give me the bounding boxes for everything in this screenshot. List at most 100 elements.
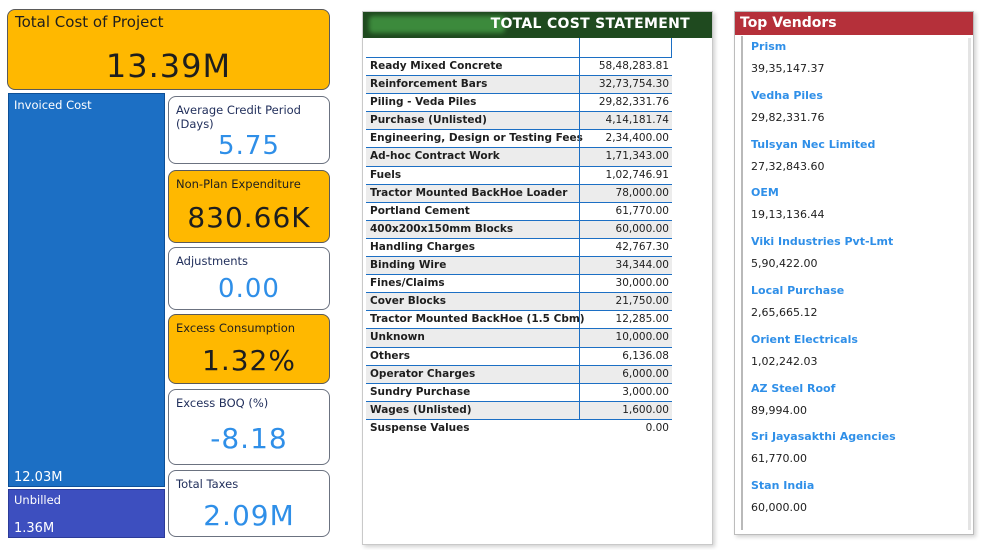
table-row[interactable]: Fines/Claims 30,000.00 [366, 275, 672, 294]
vendor-item[interactable]: Local Purchase 2,65,665.12 [751, 284, 844, 319]
total-cost-label: Total Cost of Project [15, 13, 164, 31]
column-divider [579, 166, 580, 184]
table-row[interactable]: Portland Cement 61,770.00 [366, 202, 672, 221]
total-cost-card[interactable]: Total Cost of Project 13.39M [7, 9, 330, 90]
vendor-item[interactable]: Stan India 60,000.00 [751, 479, 814, 514]
adjustments-card[interactable]: Adjustments 0.00 [168, 247, 330, 310]
statement-table: Ready Mixed Concrete 58,48,283.81 Reinforc… [366, 38, 672, 438]
cost-item-amount: 2,34,400.00 [605, 132, 669, 145]
table-row[interactable]: Others 6,136.08 [366, 347, 672, 366]
vendor-name[interactable]: Prism [751, 40, 787, 53]
vendor-name[interactable]: Local Purchase [751, 284, 845, 297]
cost-item-name: Suspense Values [370, 421, 470, 434]
cost-item-amount: 1,71,343.00 [605, 150, 669, 163]
cost-item-name: Tractor Mounted BackHoe Loader [370, 186, 568, 199]
excess-boq-card[interactable]: Excess BOQ (%) -8.18 [168, 389, 330, 465]
table-row[interactable]: Tractor Mounted BackHoe Loader 78,000.00 [366, 184, 672, 203]
vendor-name[interactable]: Stan India [751, 479, 815, 493]
cost-item-name: Ad-hoc Contract Work [370, 150, 500, 163]
table-row[interactable]: Sundry Purchase 3,000.00 [366, 383, 672, 402]
adjustments-label: Adjustments [176, 254, 249, 268]
vendor-name[interactable]: Viki Industries Pvt-Lmt [751, 235, 894, 249]
vendor-item[interactable]: Viki Industries Pvt-Lmt 5,90,422.00 [751, 235, 893, 270]
cost-item-name: Fines/Claims [370, 277, 445, 290]
vendor-name[interactable]: Tulsyan Nec Limited [751, 137, 876, 151]
vendor-item[interactable]: Orient Electricals 1,02,242.03 [751, 333, 858, 368]
cost-item-name: 400x200x150mm Blocks [370, 222, 514, 235]
cost-item-name: Ready Mixed Concrete [370, 60, 503, 72]
column-divider [579, 401, 580, 419]
cost-item-amount: 61,770.00 [615, 204, 669, 217]
cost-item-name: Purchase (Unlisted) [370, 114, 487, 127]
vendor-item[interactable]: Prism 39,35,147.37 [751, 40, 824, 75]
credit-period-value: 5.75 [218, 131, 280, 161]
credit-period-label: Average Credit Period (Days) [176, 103, 301, 131]
total-taxes-card[interactable]: Total Taxes 2.09M [168, 470, 330, 537]
vendor-name[interactable]: Orient Electricals [751, 332, 858, 346]
vendor-amount: 61,770.00 [751, 452, 807, 466]
cost-item-name: Sundry Purchase [370, 385, 471, 398]
cost-item-amount: 34,344.00 [615, 259, 669, 272]
vendor-amount: 5,90,422.00 [751, 257, 818, 271]
vendor-name[interactable]: AZ Steel Roof [751, 381, 836, 395]
column-divider [579, 76, 580, 94]
vendor-amount: 2,65,665.12 [751, 306, 818, 319]
cost-item-amount: 21,750.00 [615, 295, 669, 308]
cost-item-name: Handling Charges [370, 240, 476, 253]
table-row[interactable]: Ready Mixed Concrete 58,48,283.81 [366, 58, 672, 77]
cost-item-amount: 3,000.00 [622, 385, 669, 398]
table-row[interactable]: Engineering, Design or Testing Fees 2,34,… [366, 130, 672, 149]
excess-consumption-card[interactable]: Excess Consumption 1.32% [168, 314, 330, 384]
excess-boq-label: Excess BOQ (%) [176, 396, 269, 410]
excess-consumption-label: Excess Consumption [176, 321, 296, 335]
table-row[interactable]: 400x200x150mm Blocks 60,000.00 [366, 220, 672, 239]
top-vendors-panel: Top Vendors Prism 39,35,147.37 Vedha Piles… [734, 11, 974, 535]
cost-item-amount: 29,82,331.76 [598, 96, 669, 109]
vendor-item[interactable]: OEM 19,13,136.44 [751, 186, 824, 221]
vendor-amount: 89,994.00 [751, 403, 807, 417]
table-row[interactable]: Binding Wire 34,344.00 [366, 257, 672, 276]
vendor-amount: 27,32,843.60 [751, 159, 825, 173]
credit-period-card[interactable]: Average Credit Period (Days) 5.75 [168, 96, 330, 164]
vendor-item[interactable]: AZ Steel Roof 89,994.00 [751, 382, 835, 417]
table-row[interactable]: Operator Charges 6,000.00 [366, 365, 672, 384]
vendor-item[interactable]: Vedha Piles 29,82,331.76 [751, 89, 824, 124]
table-row[interactable]: Reinforcement Bars 32,73,754.30 [366, 76, 672, 95]
table-row[interactable]: Ad-hoc Contract Work 1,71,343.00 [366, 148, 672, 167]
column-divider [579, 365, 580, 383]
table-row[interactable]: Purchase (Unlisted) 4,14,181.74 [366, 112, 672, 131]
vendor-amount: 19,13,136.44 [751, 208, 825, 222]
cost-treemap: Invoiced Cost 12.03M Unbilled 1.36M [8, 93, 165, 538]
vendor-name[interactable]: OEM [751, 186, 779, 200]
cost-item-name: Wages (Unlisted) [370, 403, 472, 416]
table-row[interactable]: Piling - Veda Piles 29,82,331.76 [366, 94, 672, 113]
cost-item-amount: 30,000.00 [615, 277, 669, 290]
column-divider [579, 347, 580, 365]
cost-item-name: Reinforcement Bars [370, 78, 488, 91]
table-row[interactable]: Handling Charges 42,767.30 [366, 238, 672, 258]
cost-item-name: Fuels [370, 168, 402, 181]
treemap-invoiced-tile[interactable]: Invoiced Cost 12.03M [8, 93, 165, 487]
table-row[interactable]: Cover Blocks 21,750.00 [366, 293, 672, 312]
non-plan-value: 830.66K [187, 201, 311, 234]
vendor-item[interactable]: Sri Jayasakthi Agencies 61,770.00 [751, 430, 896, 465]
non-plan-card[interactable]: Non-Plan Expenditure 830.66K [168, 170, 330, 243]
vendor-name[interactable]: Vedha Piles [751, 88, 823, 102]
table-row[interactable]: Suspense Values 0.00 [366, 420, 672, 438]
column-divider [579, 94, 580, 112]
total-taxes-value: 2.09M [203, 499, 295, 532]
column-divider [579, 238, 580, 257]
table-row[interactable]: Tractor Mounted BackHoe (1.5 Cbm) 12,285.… [366, 311, 672, 330]
vendors-scrollbar[interactable] [968, 38, 971, 530]
column-divider [579, 329, 580, 347]
treemap-unbilled-tile[interactable]: Unbilled 1.36M [8, 489, 165, 538]
vendor-item[interactable]: Tulsyan Nec Limited 27,32,843.60 [751, 138, 875, 173]
redacted-project-name [369, 16, 505, 33]
cost-item-name: Others [370, 349, 410, 362]
table-row[interactable]: Wages (Unlisted) 1,600.00 [366, 401, 672, 420]
table-row[interactable]: Unknown 10,000.00 [366, 329, 672, 348]
cost-item-amount: 1,02,746.91 [605, 168, 669, 181]
table-row[interactable]: Fuels 1,02,746.91 [366, 166, 672, 185]
vendor-name[interactable]: Sri Jayasakthi Agencies [751, 430, 896, 444]
vendor-amount: 60,000.00 [751, 501, 807, 515]
